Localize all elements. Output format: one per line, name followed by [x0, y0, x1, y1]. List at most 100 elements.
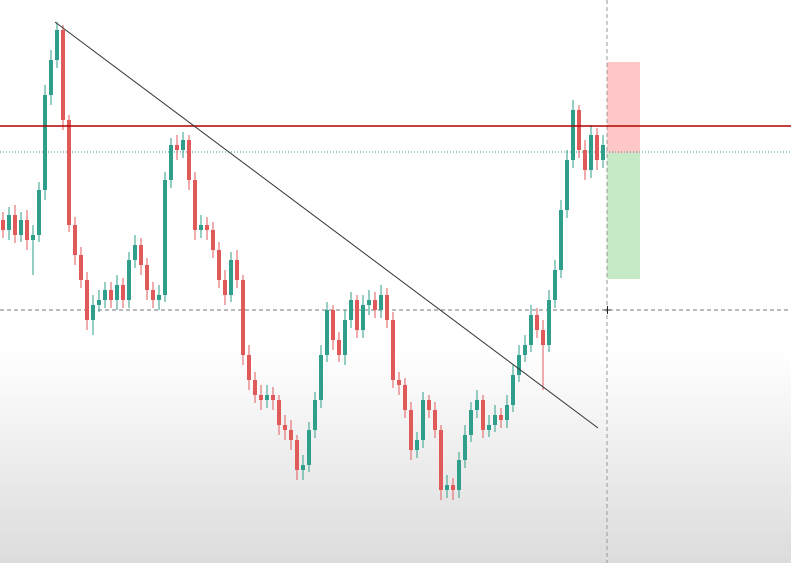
candle-body: [25, 220, 29, 240]
candle-body: [253, 380, 257, 395]
candle-body: [385, 295, 389, 320]
candle-body: [583, 150, 587, 170]
candle-body: [151, 290, 155, 300]
candle-body: [241, 280, 245, 355]
candle-body: [421, 400, 425, 440]
candle-body: [289, 430, 293, 440]
candle-body: [85, 280, 89, 320]
candle-body: [187, 140, 191, 180]
candle-body: [1, 220, 5, 230]
candle-body: [205, 225, 209, 230]
candle-body: [31, 235, 35, 240]
candle-body: [37, 190, 41, 235]
candle-body: [91, 305, 95, 320]
candle-body: [499, 415, 503, 420]
candle-body: [133, 245, 137, 260]
candle-body: [511, 375, 515, 405]
candle-body: [277, 400, 281, 425]
take-profit-zone: [607, 153, 640, 279]
candle-body: [115, 285, 119, 300]
candle-body: [469, 410, 473, 435]
candle-body: [193, 180, 197, 230]
candle-body: [169, 145, 173, 180]
candle-body: [295, 440, 299, 470]
candle-body: [175, 145, 179, 150]
candle-body: [319, 355, 323, 400]
candle-body: [235, 260, 239, 280]
candle-body: [49, 60, 53, 95]
candle-body: [181, 140, 185, 150]
candle-body: [475, 400, 479, 410]
candle-body: [7, 215, 11, 230]
candle-body: [601, 145, 605, 160]
candle-body: [163, 180, 167, 295]
candle-body: [445, 485, 449, 490]
candle-body: [415, 440, 419, 450]
candle-body: [103, 290, 107, 300]
candle-body: [121, 285, 125, 300]
candle-body: [559, 210, 563, 270]
candles: [1, 22, 605, 500]
candle-body: [439, 430, 443, 490]
candle-body: [481, 400, 485, 430]
candle-body: [397, 380, 401, 385]
candle-body: [355, 300, 359, 330]
candle-body: [589, 135, 593, 170]
candle-body: [271, 395, 275, 400]
trend-line: [54, 21, 599, 429]
candle-body: [73, 225, 77, 255]
candle-body: [199, 225, 203, 230]
candle-body: [145, 265, 149, 290]
candle-body: [391, 320, 395, 380]
candle-body: [595, 135, 599, 160]
candle-body: [343, 320, 347, 355]
candle-body: [55, 30, 59, 60]
candle-body: [505, 405, 509, 420]
candle-body: [247, 355, 251, 380]
candle-body: [367, 300, 371, 305]
candle-body: [523, 345, 527, 355]
candle-body: [127, 260, 131, 300]
candle-body: [301, 465, 305, 470]
candle-body: [379, 295, 383, 310]
candle-body: [97, 300, 101, 305]
candle-body: [565, 160, 569, 210]
candle-body: [577, 110, 581, 150]
candle-body: [535, 315, 539, 330]
candle-body: [223, 280, 227, 295]
candle-body: [463, 435, 467, 460]
candle-body: [433, 410, 437, 430]
candle-body: [349, 300, 353, 320]
candle-body: [139, 245, 143, 265]
candle-body: [325, 310, 329, 355]
candle-body: [43, 95, 47, 190]
candle-body: [427, 400, 431, 410]
crosshair-cursor: [604, 306, 611, 314]
candle-body: [487, 425, 491, 430]
candle-body: [109, 290, 113, 300]
candle-body: [457, 460, 461, 490]
candle-body: [265, 395, 269, 400]
candle-body: [211, 230, 215, 250]
candle-body: [259, 395, 263, 400]
candle-body: [409, 410, 413, 450]
candle-body: [217, 250, 221, 280]
candle-body: [403, 385, 407, 410]
candle-body: [19, 220, 23, 235]
candle-body: [571, 110, 575, 160]
stop-loss-zone: [607, 62, 640, 153]
candle-body: [373, 300, 377, 310]
candle-body: [361, 305, 365, 330]
candle-body: [493, 415, 497, 425]
candle-body: [229, 260, 233, 295]
candle-body: [547, 300, 551, 345]
candle-body: [553, 270, 557, 300]
candle-body: [67, 120, 71, 225]
candle-body: [79, 255, 83, 280]
candle-body: [451, 485, 455, 490]
candle-body: [529, 315, 533, 345]
candle-body: [307, 430, 311, 465]
